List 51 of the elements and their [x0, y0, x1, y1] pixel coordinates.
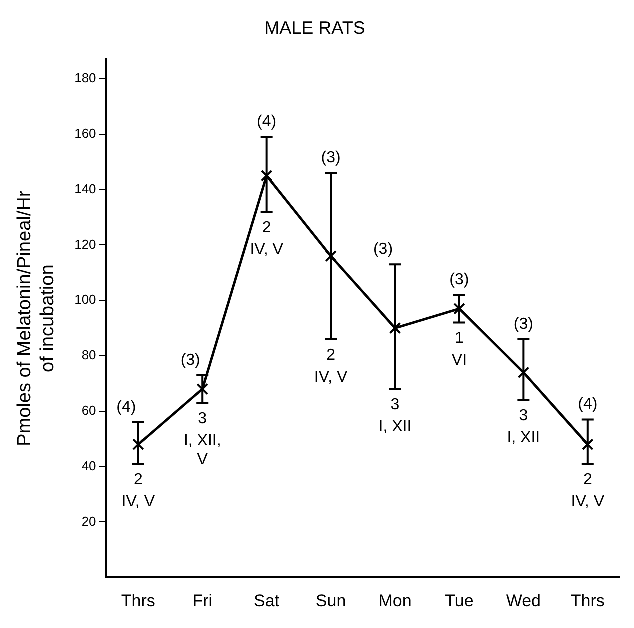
x-tick-label: Sat [254, 591, 280, 610]
annotation: (3) [450, 271, 470, 288]
point [454, 302, 466, 315]
x-tick-label: Thrs [570, 591, 605, 610]
point [132, 438, 144, 451]
y-tick-label: 120 [74, 236, 96, 252]
x-tick-label: Sun [316, 591, 346, 610]
annotation: (4) [257, 114, 277, 131]
annotation: 3 [519, 408, 528, 425]
y-tick-label: 20 [82, 514, 96, 529]
annotation: 2 [134, 471, 143, 488]
annotation: (3) [321, 150, 341, 167]
annotation: (4) [578, 396, 598, 414]
annotation: (3) [180, 352, 200, 369]
annotation: I, XII [378, 418, 412, 436]
annotation: (3) [514, 316, 534, 333]
point [196, 383, 209, 396]
y-tick-label: 160 [74, 126, 96, 141]
annotation: (4) [116, 398, 136, 416]
y-tick-label: 60 [82, 402, 96, 418]
y-tick-label: 180 [74, 70, 96, 86]
x-tick-label: Fri [192, 591, 213, 610]
x-tick-label: Wed [506, 591, 542, 610]
annotation: 3 [198, 410, 208, 428]
annotation: IV, V [314, 368, 348, 386]
y-tick-label: 40 [82, 458, 96, 474]
point [518, 366, 530, 379]
annotation: IV, V [122, 493, 156, 510]
chart-title: MALE RATS [264, 18, 366, 38]
annotation: I, XII, V [184, 432, 222, 468]
point [582, 438, 594, 451]
annotation: IV, V [571, 493, 605, 510]
annotation: 3 [390, 396, 400, 414]
x-tick-label: Tue [445, 591, 474, 610]
annotation: 2 [262, 219, 272, 236]
y-axis-title: Pmoles of Melatonin/Pineal/Hr of incubation [14, 190, 58, 446]
y-tick-label: 140 [74, 181, 96, 196]
annotation: 1 [455, 330, 464, 348]
y-tick-label: 80 [82, 348, 96, 363]
point [325, 250, 337, 262]
annotation: I, XII [507, 430, 540, 447]
annotation: IV, V [250, 241, 284, 258]
annotation: (3) [373, 240, 394, 258]
annotation: VI [452, 352, 468, 370]
y-tick-label: 100 [74, 292, 96, 308]
x-tick-label: Thrs [121, 591, 156, 610]
point [389, 322, 402, 334]
annotation: 2 [583, 471, 592, 488]
annotation: 2 [326, 346, 336, 364]
point [260, 170, 273, 182]
x-tick-label: Mon [378, 591, 412, 610]
